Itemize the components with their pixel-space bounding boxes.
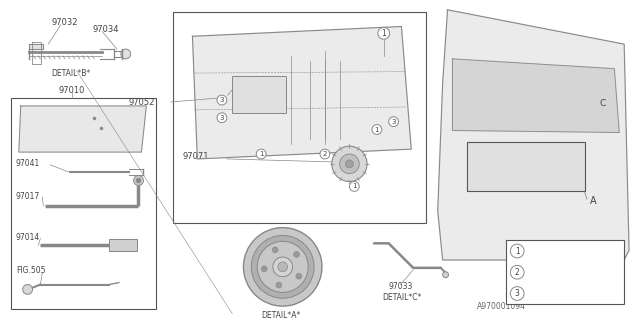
Circle shape xyxy=(243,228,322,306)
Bar xyxy=(109,239,136,251)
Text: DETAIL*C*: DETAIL*C* xyxy=(382,293,421,302)
Circle shape xyxy=(256,149,266,159)
Text: 97033: 97033 xyxy=(388,282,413,291)
Text: 97032: 97032 xyxy=(51,18,77,27)
Circle shape xyxy=(257,241,308,292)
Polygon shape xyxy=(452,59,620,132)
Polygon shape xyxy=(29,44,44,49)
Text: 97014: 97014 xyxy=(16,233,40,242)
Text: 1: 1 xyxy=(515,246,520,255)
Text: C: C xyxy=(600,99,606,108)
Circle shape xyxy=(372,124,382,134)
Text: 1: 1 xyxy=(381,29,386,38)
Circle shape xyxy=(272,247,278,253)
Circle shape xyxy=(136,178,141,183)
Text: A: A xyxy=(590,196,596,206)
Circle shape xyxy=(252,236,314,298)
Circle shape xyxy=(346,160,353,168)
Circle shape xyxy=(510,244,524,258)
Text: 97071: 97071 xyxy=(182,153,209,162)
Circle shape xyxy=(294,252,300,257)
Text: DETAIL*A*: DETAIL*A* xyxy=(261,311,301,320)
Text: 0101S: 0101S xyxy=(534,246,563,255)
Circle shape xyxy=(273,257,292,277)
Bar xyxy=(506,240,624,304)
Circle shape xyxy=(261,266,267,272)
Text: 97041: 97041 xyxy=(16,159,40,168)
Circle shape xyxy=(378,28,390,39)
Text: 97010: 97010 xyxy=(58,86,84,95)
Circle shape xyxy=(217,113,227,123)
Circle shape xyxy=(320,149,330,159)
Circle shape xyxy=(510,287,524,300)
Text: 3: 3 xyxy=(391,119,396,125)
Text: 2: 2 xyxy=(515,268,520,277)
Text: 97017: 97017 xyxy=(16,192,40,201)
Circle shape xyxy=(278,262,287,272)
Bar xyxy=(173,12,426,223)
Text: 3: 3 xyxy=(220,97,224,103)
Polygon shape xyxy=(438,10,629,260)
Circle shape xyxy=(388,117,399,127)
Polygon shape xyxy=(19,106,147,152)
Text: 1: 1 xyxy=(374,126,379,132)
Bar xyxy=(11,98,156,309)
Text: A970001094: A970001094 xyxy=(477,302,526,311)
Circle shape xyxy=(134,176,143,185)
Bar xyxy=(232,76,285,113)
Text: 97034: 97034 xyxy=(92,25,119,34)
Text: 97060: 97060 xyxy=(534,289,563,298)
Circle shape xyxy=(217,95,227,105)
Text: DETAIL*B*: DETAIL*B* xyxy=(51,69,90,78)
Text: 2: 2 xyxy=(323,151,327,157)
Circle shape xyxy=(22,284,33,294)
Text: 1: 1 xyxy=(259,151,264,157)
Text: 97052: 97052 xyxy=(129,98,155,107)
Circle shape xyxy=(443,272,449,278)
Circle shape xyxy=(332,146,367,181)
Text: 3: 3 xyxy=(220,115,224,121)
Circle shape xyxy=(349,181,359,191)
Bar xyxy=(467,142,585,191)
Text: 3: 3 xyxy=(515,289,520,298)
Circle shape xyxy=(510,265,524,279)
Text: W140007: W140007 xyxy=(534,268,577,277)
Circle shape xyxy=(276,282,282,288)
Text: 1: 1 xyxy=(352,183,356,189)
Circle shape xyxy=(296,273,302,279)
Text: FIG.505: FIG.505 xyxy=(16,266,45,275)
Circle shape xyxy=(121,49,131,59)
Polygon shape xyxy=(193,27,412,159)
Circle shape xyxy=(340,154,359,174)
